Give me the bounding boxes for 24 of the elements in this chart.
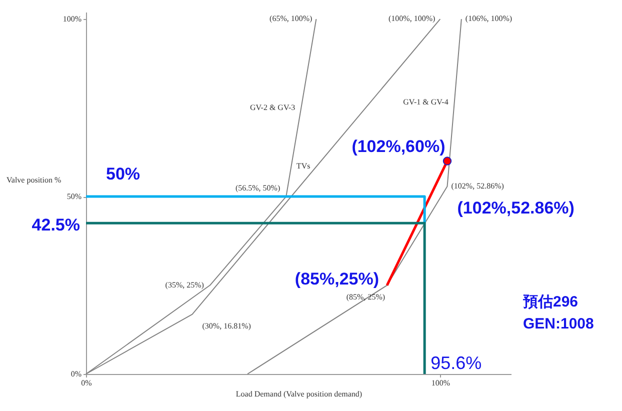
series-label: TVs: [296, 162, 310, 171]
series-label: GV-2 & GV-3: [250, 102, 296, 112]
annotation: 50%: [106, 164, 140, 184]
annotation: (102%,60%): [352, 137, 446, 156]
annotation: (106%, 100%): [465, 14, 512, 24]
annotation: (100%, 100%): [388, 14, 436, 24]
text: 預估296: [522, 294, 578, 311]
annotation: 95.6%: [430, 353, 482, 373]
annotation: (85%,25%): [294, 269, 380, 288]
annotation: (102%, 52.86%): [451, 181, 504, 190]
text: 42.5%: [32, 216, 80, 235]
annotation: (102%,52.86%): [457, 198, 574, 218]
series-label: GV-1 & GV-4: [403, 98, 448, 107]
y-axis-title: Valve position %: [6, 175, 62, 184]
annotation: (85%, 25%): [346, 292, 386, 302]
annotation: (30%, 16.81%): [202, 321, 252, 330]
y-tick-label: 100%: [62, 14, 82, 24]
annotation: (65%, 100%): [270, 14, 313, 24]
x-axis-title: Load Demand (Valve position demand): [236, 390, 362, 398]
y-tick-label: 0%: [70, 370, 82, 378]
annotation: (35%, 25%): [165, 280, 204, 290]
text: GEN:1008: [523, 316, 594, 333]
annotation: (56.5%, 50%): [235, 184, 280, 193]
y-tick-label: 50%: [66, 192, 82, 202]
